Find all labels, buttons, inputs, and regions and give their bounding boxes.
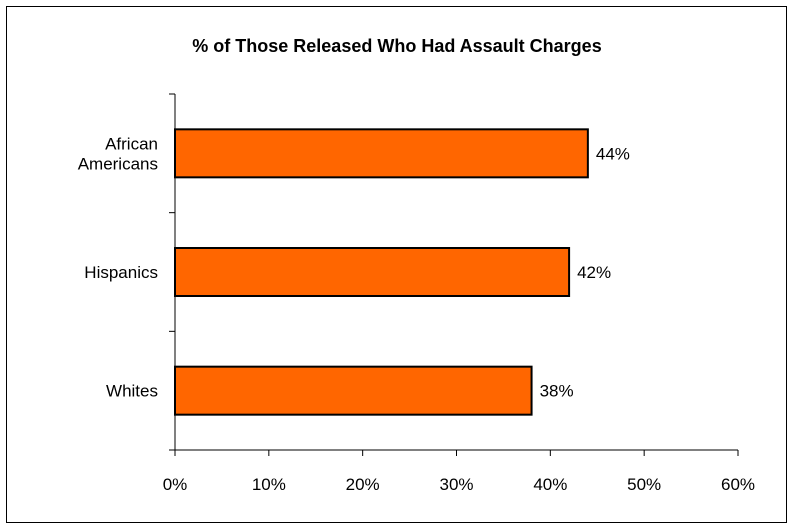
category-label-1: Hispanics	[84, 263, 158, 282]
x-tick-label-3: 30%	[439, 475, 473, 494]
chart-title: % of Those Released Who Had Assault Char…	[192, 36, 602, 56]
x-tick-label-1: 10%	[252, 475, 286, 494]
category-label-2: Whites	[106, 382, 158, 401]
data-label-2: 38%	[540, 382, 574, 401]
bars-group	[174, 128, 589, 416]
labels-group: 44% African Americans 42% Hispanics 38% Whites…	[78, 134, 755, 494]
data-label-1: 42%	[577, 263, 611, 282]
x-tick-label-0: 0%	[163, 475, 188, 494]
data-label-0: 44%	[596, 144, 630, 163]
bar-2	[174, 365, 533, 416]
x-tick-label-5: 50%	[627, 475, 661, 494]
axes-group	[169, 93, 739, 456]
bar-0	[174, 128, 589, 179]
bar-1	[174, 247, 571, 297]
x-tick-label-2: 20%	[346, 475, 380, 494]
x-tick-label-4: 40%	[533, 475, 567, 494]
category-label-0: African Americans	[78, 134, 158, 173]
x-tick-label-6: 60%	[721, 475, 755, 494]
